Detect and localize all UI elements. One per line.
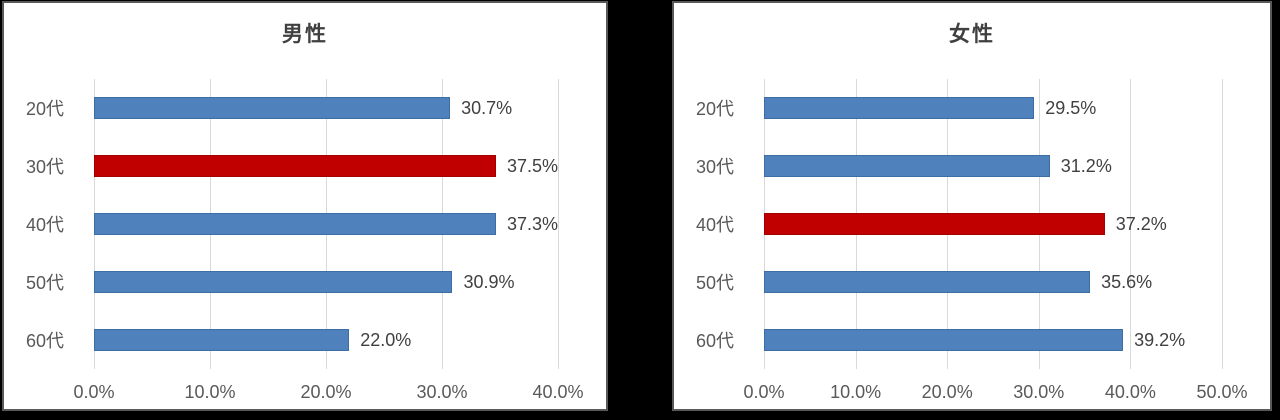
plot-area-female: 20代 29.5% 30代 31.2% 40代 37.2% 50代 35.6% 60代 39.2%… <box>696 79 1248 402</box>
bar-row: 50代 30.9% <box>26 253 558 311</box>
category-label: 60代 <box>25 331 64 351</box>
value-label: 37.3% <box>506 213 558 234</box>
bar-row: 20代 29.5% <box>696 79 1222 137</box>
value-label: 37.2% <box>1115 213 1167 234</box>
bar-rows: 20代 29.5% 30代 31.2% 40代 37.2% 50代 35.6% 60代 39.2% <box>696 79 1222 369</box>
bar <box>94 329 350 351</box>
category-label: 40代 <box>695 215 734 235</box>
male-chart-panel: 男性 20代 30.7% 30代 37.5% 40代 37.3% 50代 30.9% 60代 22… <box>2 1 608 411</box>
bar-row: 50代 35.6% <box>696 253 1222 311</box>
chart-title-female: 女性 <box>949 23 995 46</box>
category-label: 50代 <box>25 273 64 293</box>
x-axis-tick-label: 50.0% <box>1196 382 1248 402</box>
category-label: 20代 <box>25 99 64 119</box>
x-axis-tick-label: 30.0% <box>1013 382 1065 402</box>
category-label: 60代 <box>695 331 734 351</box>
gridline <box>1130 79 1132 369</box>
category-label: 30代 <box>25 157 64 177</box>
x-axis-tick-label: 20.0% <box>921 382 973 402</box>
x-axis-tick-label: 10.0% <box>184 382 236 402</box>
bar-row: 20代 30.7% <box>26 79 558 137</box>
plot-area-male: 20代 30.7% 30代 37.5% 40代 37.3% 50代 30.9% 60代 22.0%… <box>26 79 584 402</box>
bar-rows: 20代 30.7% 30代 37.5% 40代 37.3% 50代 30.9% 60代 22.0% <box>26 79 558 369</box>
category-label: 40代 <box>25 215 64 235</box>
bar <box>764 155 1050 177</box>
bar <box>764 329 1124 351</box>
bar <box>764 97 1035 119</box>
category-label: 50代 <box>695 273 734 293</box>
x-axis-tick-label: 40.0% <box>1104 382 1156 402</box>
female-chart-panel: 女性 20代 29.5% 30代 31.2% 40代 37.2% 50代 35.6% 60代 39… <box>672 1 1272 411</box>
highlight-bar <box>764 213 1105 235</box>
x-axis: 0.0% 10.0% 20.0% 30.0% 40.0% <box>73 369 583 402</box>
value-label: 30.7% <box>461 97 513 118</box>
x-axis-tick-label: 30.0% <box>416 382 468 402</box>
value-label: 29.5% <box>1045 97 1097 118</box>
bar-row: 60代 39.2% <box>696 311 1222 369</box>
x-axis-tick-label: 40.0% <box>532 382 584 402</box>
x-axis-tick-label: 10.0% <box>830 382 882 402</box>
category-label: 30代 <box>695 157 734 177</box>
gridline <box>558 79 559 369</box>
bar-row: 30代 37.5% <box>26 137 558 195</box>
bar <box>764 271 1091 293</box>
value-label: 30.9% <box>463 271 515 292</box>
value-label: 35.6% <box>1101 271 1153 292</box>
bar <box>94 213 496 235</box>
value-label: 37.5% <box>506 155 558 176</box>
gridline <box>1222 79 1223 369</box>
x-axis: 0.0% 10.0% 20.0% 30.0% 40.0% 50.0% <box>743 369 1247 402</box>
bar-row: 40代 37.2% <box>696 195 1222 253</box>
x-axis-tick-label: 20.0% <box>300 382 352 402</box>
category-label: 20代 <box>695 99 734 119</box>
bar-row: 30代 31.2% <box>696 137 1222 195</box>
highlight-bar <box>94 155 496 177</box>
x-axis-tick-label: 0.0% <box>743 382 785 402</box>
bar-row: 40代 37.3% <box>26 195 558 253</box>
bar <box>94 97 451 119</box>
bar-row: 60代 22.0% <box>26 311 558 369</box>
bar <box>94 271 453 293</box>
value-label: 31.2% <box>1060 155 1112 176</box>
value-label: 22.0% <box>360 329 412 350</box>
value-label: 39.2% <box>1134 329 1186 350</box>
x-axis-tick-label: 0.0% <box>73 382 115 402</box>
chart-title-male: 男性 <box>282 23 328 46</box>
